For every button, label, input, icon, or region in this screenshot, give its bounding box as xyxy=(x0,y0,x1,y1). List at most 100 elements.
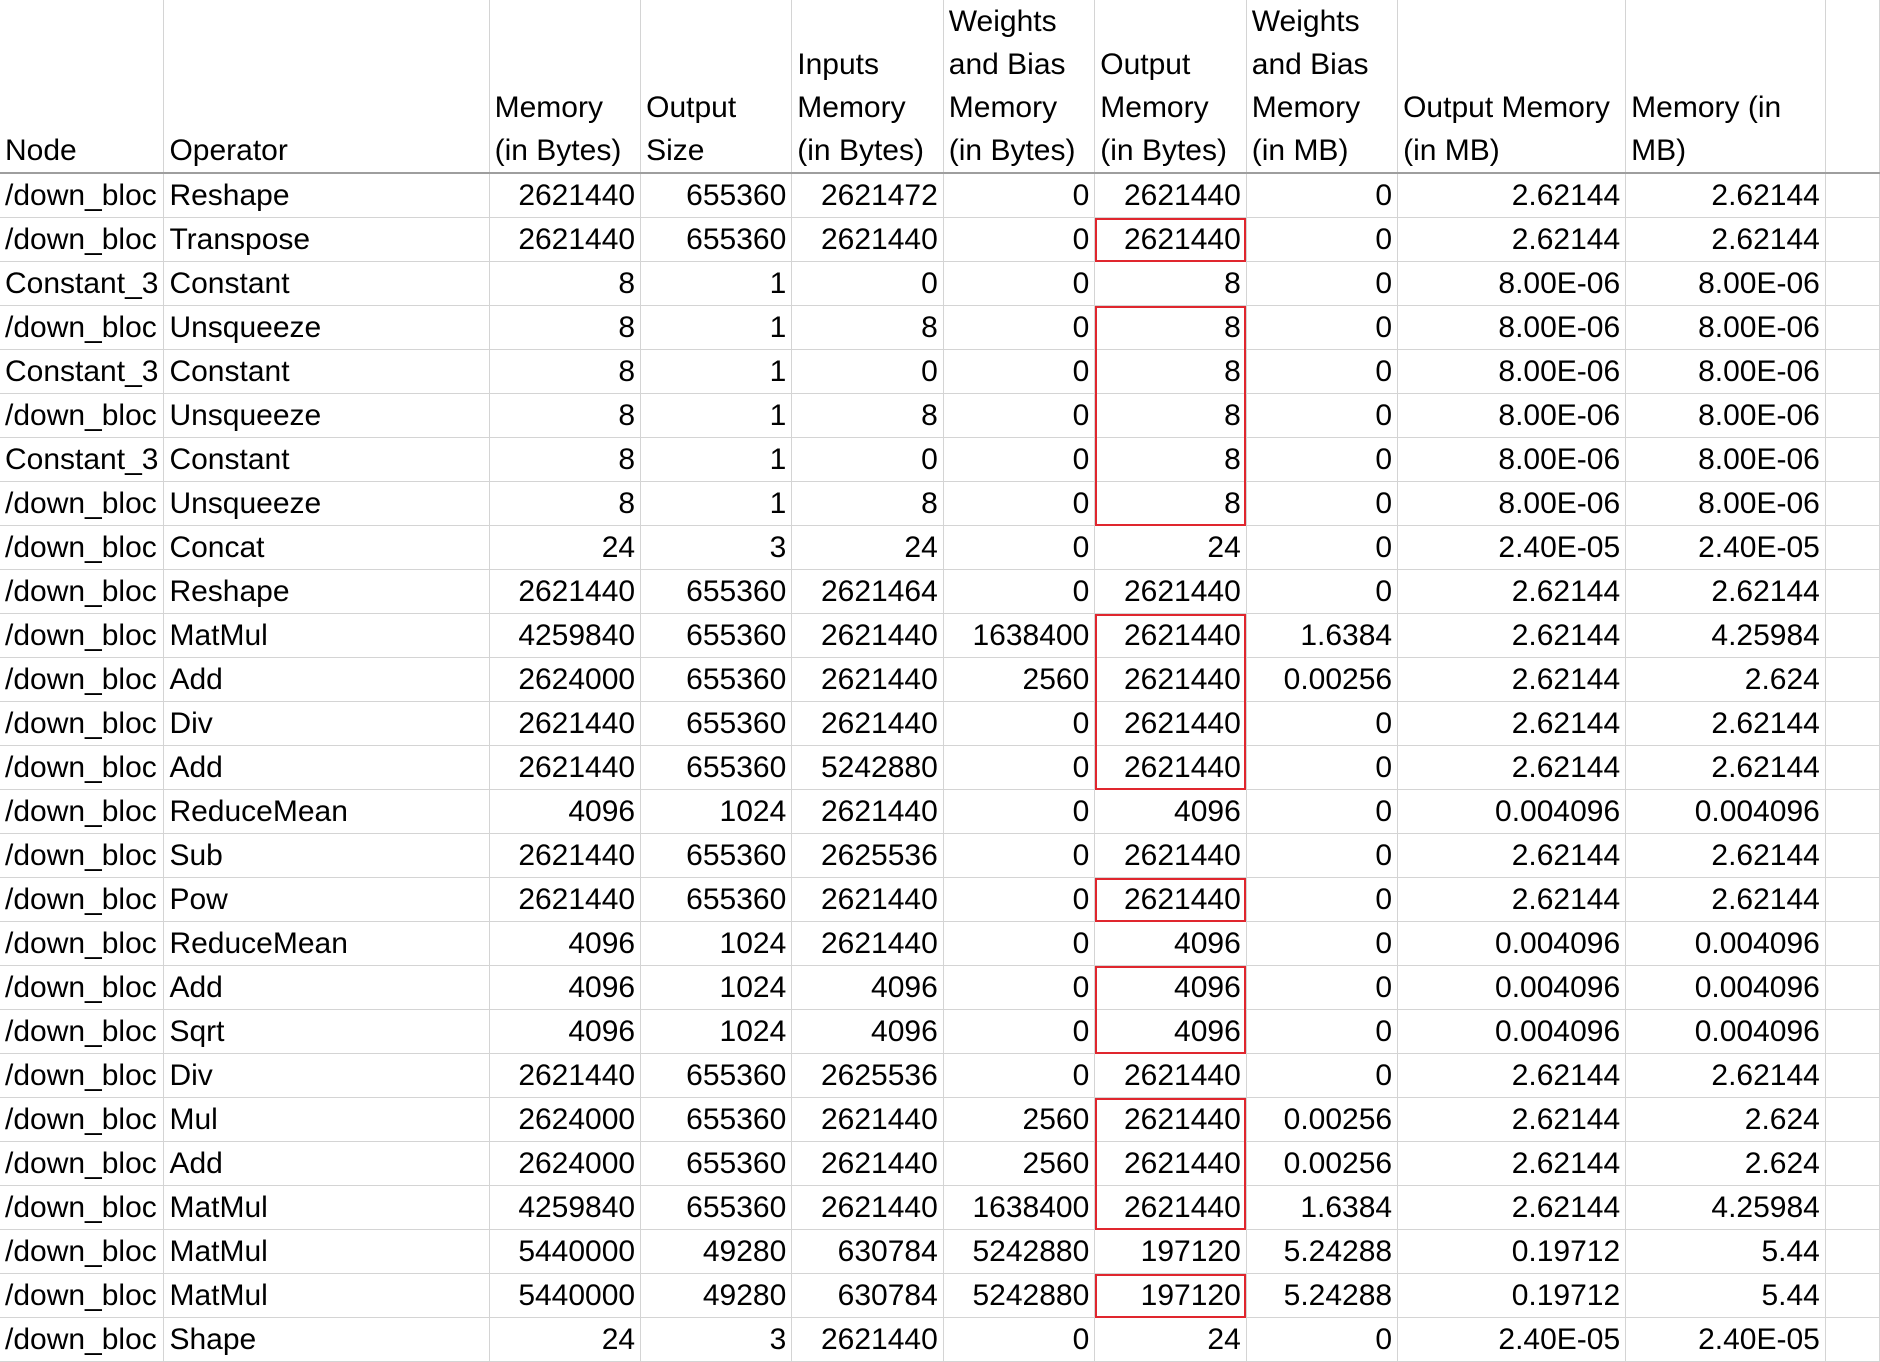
memory-bytes-cell[interactable]: 4259840 xyxy=(489,1185,642,1230)
node-cell[interactable]: /down_bloc xyxy=(0,1141,165,1186)
output-size-cell[interactable]: 655360 xyxy=(640,173,793,218)
column-header-weights-bias-memory-mb[interactable]: Weights and Bias Memory (in MB) xyxy=(1246,0,1399,174)
node-cell[interactable]: /down_bloc xyxy=(0,173,165,218)
weights-bias-memory-bytes-cell[interactable]: 0 xyxy=(943,305,1096,350)
weights-bias-memory-mb-cell[interactable]: 0 xyxy=(1246,701,1399,746)
operator-cell[interactable]: Div xyxy=(163,1053,490,1098)
output-size-cell[interactable]: 655360 xyxy=(640,569,793,614)
node-cell[interactable]: /down_bloc xyxy=(0,1185,165,1230)
node-cell[interactable]: /down_bloc xyxy=(0,1317,165,1362)
memory-mb-cell[interactable]: 2.40E-05 xyxy=(1625,1317,1826,1362)
operator-cell[interactable]: Div xyxy=(163,701,490,746)
output-memory-mb-cell[interactable]: 2.62144 xyxy=(1397,701,1627,746)
empty-cell[interactable] xyxy=(1825,437,1880,482)
output-memory-bytes-cell[interactable]: 2621440 xyxy=(1094,173,1247,218)
weights-bias-memory-bytes-cell[interactable]: 0 xyxy=(943,965,1096,1010)
output-memory-bytes-cell[interactable]: 2621440 xyxy=(1094,217,1247,262)
weights-bias-memory-bytes-cell[interactable]: 2560 xyxy=(943,1141,1096,1186)
weights-bias-memory-bytes-cell[interactable]: 1638400 xyxy=(943,613,1096,658)
empty-cell[interactable] xyxy=(1825,921,1880,966)
empty-cell[interactable] xyxy=(1825,1053,1880,1098)
memory-mb-cell[interactable]: 2.62144 xyxy=(1625,1053,1826,1098)
empty-cell[interactable] xyxy=(1825,745,1880,790)
output-memory-bytes-cell[interactable]: 2621440 xyxy=(1094,833,1247,878)
weights-bias-memory-mb-cell[interactable]: 1.6384 xyxy=(1246,1185,1399,1230)
weights-bias-memory-mb-cell[interactable]: 0 xyxy=(1246,877,1399,922)
output-size-cell[interactable]: 1 xyxy=(640,349,793,394)
node-cell[interactable]: Constant_3 xyxy=(0,261,165,306)
output-size-cell[interactable]: 655360 xyxy=(640,1185,793,1230)
memory-mb-cell[interactable]: 8.00E-06 xyxy=(1625,437,1826,482)
weights-bias-memory-bytes-cell[interactable]: 2560 xyxy=(943,1097,1096,1142)
inputs-memory-bytes-cell[interactable]: 2621440 xyxy=(791,1185,944,1230)
empty-cell[interactable] xyxy=(1825,173,1880,218)
column-header-memory-bytes[interactable]: Memory (in Bytes) xyxy=(489,0,642,174)
memory-mb-cell[interactable]: 0.004096 xyxy=(1625,1009,1826,1054)
weights-bias-memory-bytes-cell[interactable]: 0 xyxy=(943,877,1096,922)
memory-bytes-cell[interactable]: 5440000 xyxy=(489,1273,642,1318)
output-memory-bytes-cell[interactable]: 2621440 xyxy=(1094,1097,1247,1142)
inputs-memory-bytes-cell[interactable]: 2621440 xyxy=(791,613,944,658)
operator-cell[interactable]: Sub xyxy=(163,833,490,878)
output-memory-mb-cell[interactable]: 2.62144 xyxy=(1397,877,1627,922)
output-memory-mb-cell[interactable]: 8.00E-06 xyxy=(1397,393,1627,438)
inputs-memory-bytes-cell[interactable]: 4096 xyxy=(791,1009,944,1054)
output-memory-bytes-cell[interactable]: 4096 xyxy=(1094,965,1247,1010)
node-cell[interactable]: /down_bloc xyxy=(0,701,165,746)
operator-cell[interactable]: MatMul xyxy=(163,1229,490,1274)
empty-cell[interactable] xyxy=(1825,217,1880,262)
output-memory-mb-cell[interactable]: 2.40E-05 xyxy=(1397,1317,1627,1362)
memory-mb-cell[interactable]: 4.25984 xyxy=(1625,1185,1826,1230)
output-size-cell[interactable]: 1024 xyxy=(640,965,793,1010)
empty-cell[interactable] xyxy=(1825,877,1880,922)
node-cell[interactable]: /down_bloc xyxy=(0,305,165,350)
node-cell[interactable]: Constant_3 xyxy=(0,437,165,482)
inputs-memory-bytes-cell[interactable]: 5242880 xyxy=(791,745,944,790)
empty-cell[interactable] xyxy=(1825,261,1880,306)
memory-mb-cell[interactable]: 0.004096 xyxy=(1625,921,1826,966)
output-memory-bytes-cell[interactable]: 2621440 xyxy=(1094,701,1247,746)
empty-cell[interactable] xyxy=(1825,569,1880,614)
operator-cell[interactable]: Reshape xyxy=(163,173,490,218)
output-memory-mb-cell[interactable]: 0.19712 xyxy=(1397,1229,1627,1274)
node-cell[interactable]: /down_bloc xyxy=(0,525,165,570)
output-memory-mb-cell[interactable]: 8.00E-06 xyxy=(1397,349,1627,394)
weights-bias-memory-bytes-cell[interactable]: 0 xyxy=(943,525,1096,570)
node-cell[interactable]: /down_bloc xyxy=(0,1097,165,1142)
inputs-memory-bytes-cell[interactable]: 2625536 xyxy=(791,1053,944,1098)
memory-bytes-cell[interactable]: 8 xyxy=(489,261,642,306)
output-memory-mb-cell[interactable]: 2.62144 xyxy=(1397,217,1627,262)
node-cell[interactable]: /down_bloc xyxy=(0,1009,165,1054)
weights-bias-memory-mb-cell[interactable]: 0 xyxy=(1246,965,1399,1010)
output-memory-bytes-cell[interactable]: 8 xyxy=(1094,393,1247,438)
output-memory-bytes-cell[interactable]: 197120 xyxy=(1094,1273,1247,1318)
output-memory-mb-cell[interactable]: 2.62144 xyxy=(1397,833,1627,878)
weights-bias-memory-bytes-cell[interactable]: 2560 xyxy=(943,657,1096,702)
operator-cell[interactable]: Add xyxy=(163,965,490,1010)
output-size-cell[interactable]: 3 xyxy=(640,525,793,570)
output-memory-mb-cell[interactable]: 8.00E-06 xyxy=(1397,437,1627,482)
node-cell[interactable]: /down_bloc xyxy=(0,481,165,526)
weights-bias-memory-bytes-cell[interactable]: 0 xyxy=(943,701,1096,746)
output-memory-bytes-cell[interactable]: 4096 xyxy=(1094,921,1247,966)
inputs-memory-bytes-cell[interactable]: 630784 xyxy=(791,1273,944,1318)
weights-bias-memory-bytes-cell[interactable]: 0 xyxy=(943,1009,1096,1054)
weights-bias-memory-mb-cell[interactable]: 0 xyxy=(1246,261,1399,306)
inputs-memory-bytes-cell[interactable]: 8 xyxy=(791,305,944,350)
output-size-cell[interactable]: 3 xyxy=(640,1317,793,1362)
empty-cell[interactable] xyxy=(1825,349,1880,394)
weights-bias-memory-mb-cell[interactable]: 0 xyxy=(1246,921,1399,966)
output-memory-mb-cell[interactable]: 2.62144 xyxy=(1397,1185,1627,1230)
output-memory-mb-cell[interactable]: 0.004096 xyxy=(1397,789,1627,834)
column-header-output-memory-mb[interactable]: Output Memory (in MB) xyxy=(1397,0,1627,174)
memory-bytes-cell[interactable]: 24 xyxy=(489,525,642,570)
memory-mb-cell[interactable]: 2.62144 xyxy=(1625,569,1826,614)
memory-bytes-cell[interactable]: 2621440 xyxy=(489,877,642,922)
empty-cell[interactable] xyxy=(1825,789,1880,834)
output-size-cell[interactable]: 655360 xyxy=(640,877,793,922)
operator-cell[interactable]: Unsqueeze xyxy=(163,305,490,350)
memory-mb-cell[interactable]: 8.00E-06 xyxy=(1625,349,1826,394)
memory-bytes-cell[interactable]: 2624000 xyxy=(489,1141,642,1186)
memory-mb-cell[interactable]: 0.004096 xyxy=(1625,965,1826,1010)
node-cell[interactable]: /down_bloc xyxy=(0,613,165,658)
